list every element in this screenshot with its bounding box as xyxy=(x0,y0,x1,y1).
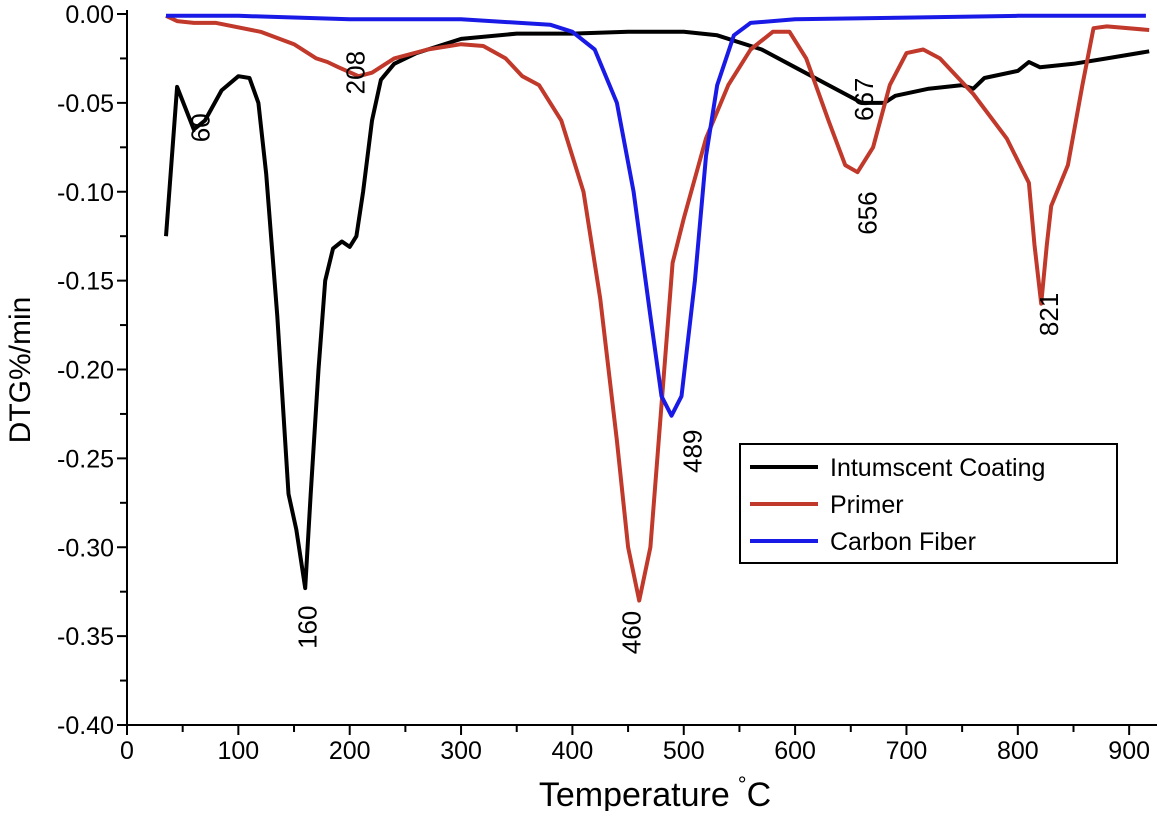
x-tick-label: 300 xyxy=(440,737,482,765)
peak-label: 160 xyxy=(292,606,322,649)
legend-label: Carbon Fiber xyxy=(830,528,976,556)
x-axis-unit-c: C xyxy=(747,776,772,811)
x-tick-label: 800 xyxy=(997,737,1039,765)
y-tick-label: -0.25 xyxy=(57,445,114,473)
legend-label: Primer xyxy=(830,491,904,519)
y-axis-label: DTG%/min xyxy=(4,297,37,444)
series-line-primer xyxy=(165,13,1150,603)
y-tick-label: -0.15 xyxy=(57,268,114,296)
peak-label: 667 xyxy=(849,78,879,121)
x-tick-label: 900 xyxy=(1108,737,1150,765)
x-axis-label: Temperature °C xyxy=(539,772,771,811)
legend-label: Intumscent Coating xyxy=(830,454,1045,482)
x-tick-label: 500 xyxy=(663,737,705,765)
peak-label: 208 xyxy=(340,51,370,94)
x-tick-label: 600 xyxy=(774,737,816,765)
y-tick-label: -0.35 xyxy=(57,623,114,651)
series-line-carbon-fiber xyxy=(166,13,1146,418)
x-tick-label: 100 xyxy=(217,737,259,765)
peak-annotations: 60 208 160 460 489 667 656 821 xyxy=(185,51,1063,654)
y-tick-label: 0.00 xyxy=(65,1,114,29)
y-tick-label: -0.40 xyxy=(57,712,114,740)
x-tick-label: 400 xyxy=(552,737,594,765)
x-tick-label: 200 xyxy=(329,737,371,765)
y-tick-label: -0.20 xyxy=(57,357,114,385)
axes: 0 100 200 300 400 500 600 700 800 900 0.00 -0.05 -0.… xyxy=(57,1,1157,765)
y-tick-label: -0.05 xyxy=(57,90,114,118)
x-tick-label: 0 xyxy=(120,737,134,765)
legend: Intumscent Coating Primer Carbon Fiber xyxy=(739,443,1118,564)
peak-label: 489 xyxy=(678,430,708,473)
y-tick-label: -0.10 xyxy=(57,179,114,207)
peak-label: 656 xyxy=(852,191,882,234)
peak-label: 460 xyxy=(616,611,646,654)
series-lines xyxy=(164,13,1150,603)
peak-label: 821 xyxy=(1034,293,1064,336)
x-tick-label: 700 xyxy=(886,737,928,765)
y-tick-label: -0.30 xyxy=(57,534,114,562)
peak-label: 60 xyxy=(185,113,215,142)
